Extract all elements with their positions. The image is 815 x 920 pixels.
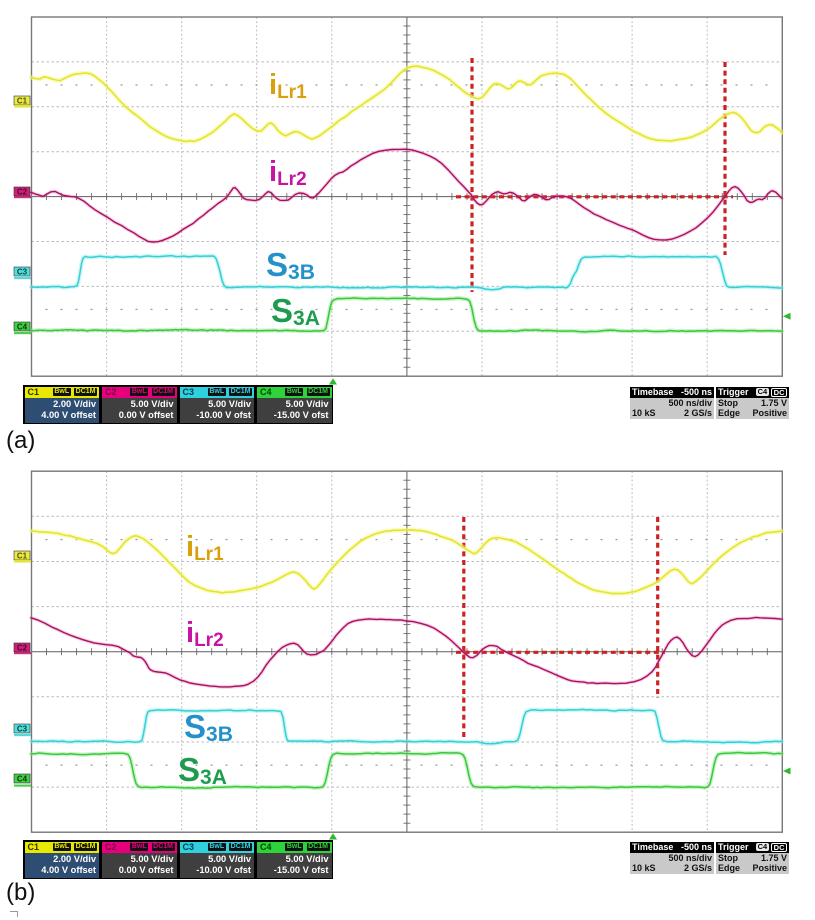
svg-text:C3: C3: [17, 725, 28, 734]
svg-text:C2: C2: [17, 644, 28, 653]
svg-text:C4: C4: [17, 775, 28, 784]
svg-text:C2: C2: [17, 188, 28, 197]
svg-text:S3B: S3B: [184, 708, 233, 746]
svg-text:S3B: S3B: [266, 246, 315, 284]
svg-text:iLr2: iLr2: [269, 156, 307, 190]
svg-text:iLr1: iLr1: [186, 531, 224, 565]
svg-text:C3: C3: [17, 268, 28, 277]
svg-text:S3A: S3A: [271, 292, 320, 330]
svg-text:iLr1: iLr1: [269, 69, 307, 103]
svg-text:C4: C4: [17, 323, 28, 332]
svg-text:C1: C1: [17, 97, 28, 106]
svg-text:S3A: S3A: [178, 751, 227, 789]
svg-text:C1: C1: [17, 552, 28, 561]
svg-text:iLr2: iLr2: [186, 617, 224, 651]
